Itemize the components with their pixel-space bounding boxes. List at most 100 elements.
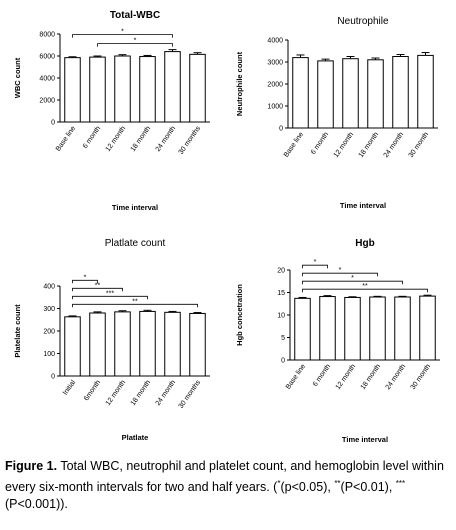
y-tick-label: 2000 xyxy=(39,98,55,105)
significance-bracket xyxy=(72,287,123,292)
y-tick-label: 8000 xyxy=(39,32,55,39)
caption-p2: (P<0.01), xyxy=(340,480,396,495)
bar xyxy=(369,296,386,361)
significance-bracket xyxy=(302,264,328,269)
x-category-label: Base line xyxy=(55,125,77,153)
significance-bracket xyxy=(72,279,98,284)
bar xyxy=(189,312,206,377)
bar xyxy=(292,57,309,129)
y-tick-label: 0 xyxy=(279,126,283,133)
x-category-label: Base line xyxy=(283,131,305,159)
bar xyxy=(419,295,436,361)
significance-bracket xyxy=(72,34,173,38)
x-axis-label: Platlate xyxy=(122,433,149,442)
significance-label: * xyxy=(84,274,87,281)
bar xyxy=(392,56,409,129)
y-tick-label: 15 xyxy=(277,290,285,297)
y-tick-label: 2000 xyxy=(267,82,283,89)
y-axis-label: Hgb concetration xyxy=(235,284,244,346)
chart-total-wbc: Total-WBC 0 2000 4000 6000 8000 WBC count Base … xyxy=(13,10,210,212)
x-category-label: 12 month xyxy=(335,363,358,391)
x-category-label: 12 month xyxy=(105,125,128,153)
chart-title: Hgb xyxy=(355,238,374,249)
y-tick-label: 20 xyxy=(277,268,285,275)
caption-label: Figure 1. xyxy=(5,459,58,473)
chart-title: Neutrophile xyxy=(337,16,389,27)
bar xyxy=(189,53,206,123)
chart-title: Platlate count xyxy=(105,238,166,249)
y-tick-label: 4000 xyxy=(39,76,55,83)
significance-label: * xyxy=(134,38,137,45)
significance-label: * xyxy=(339,267,342,274)
bar xyxy=(164,311,181,377)
y-axis-label: Platelate count xyxy=(13,304,22,358)
y-tick-label: 1000 xyxy=(267,104,283,111)
bar xyxy=(114,311,131,377)
significance-label: *** xyxy=(106,290,114,297)
x-axis-label: Time interval xyxy=(342,435,388,444)
bar xyxy=(164,51,181,123)
x-category-label: 30 months xyxy=(178,379,203,410)
bar xyxy=(89,312,106,377)
significance-label: ** xyxy=(95,282,101,289)
y-tick-label: 5 xyxy=(281,335,285,342)
bar xyxy=(344,296,361,361)
x-category-label: 18 month xyxy=(358,131,381,159)
figure-caption: Figure 1. Total WBC, neutrophil and plat… xyxy=(5,458,449,513)
y-tick-label: 200 xyxy=(43,329,55,336)
bar xyxy=(417,54,434,129)
chart-neutrophile: Neutrophile 0 1000 2000 3000 4000 Neutrophile … xyxy=(235,16,438,210)
y-tick-label: 4000 xyxy=(267,38,283,45)
y-tick-label: 10 xyxy=(277,313,285,320)
caption-sig-1: * xyxy=(277,479,281,488)
x-category-label: 6month xyxy=(83,379,102,402)
y-tick-label: 0 xyxy=(51,374,55,381)
y-tick-label: 6000 xyxy=(39,54,55,61)
bar xyxy=(64,57,81,123)
bar xyxy=(394,296,411,361)
x-category-label: 30 months xyxy=(178,125,203,156)
significance-label: ** xyxy=(132,298,138,305)
x-category-label: 6 month xyxy=(82,125,102,150)
x-category-label: 12 month xyxy=(105,379,128,407)
x-category-label: 24 month xyxy=(155,379,178,407)
significance-label: * xyxy=(121,29,124,36)
significance-label: ** xyxy=(362,283,368,290)
x-category-label: 24 month xyxy=(383,131,406,159)
x-category-label: 24 month xyxy=(385,363,408,391)
y-tick-label: 0 xyxy=(51,120,55,127)
chart-title: Total-WBC xyxy=(110,10,160,21)
caption-p3: (P<0.001)). xyxy=(5,497,68,512)
chart-hgb: Hgb 0 5 10 15 20 Hgb concetration Base line 6 mo… xyxy=(235,238,440,444)
caption-sig-2: ** xyxy=(334,479,341,488)
bar xyxy=(342,58,359,129)
significance-bracket xyxy=(72,295,148,300)
bar xyxy=(317,60,334,129)
significance-bracket xyxy=(302,272,378,277)
y-tick-label: 3000 xyxy=(267,60,283,67)
bar xyxy=(139,310,156,377)
x-axis-label: Time interval xyxy=(112,203,158,212)
significance-bracket xyxy=(72,303,198,308)
y-tick-label: 0 xyxy=(281,358,285,365)
bar xyxy=(89,56,106,123)
bar xyxy=(319,296,336,361)
x-category-label: 6 month xyxy=(310,131,330,156)
bar xyxy=(367,59,384,129)
x-category-label: 6 month xyxy=(312,363,332,388)
x-category-label: 30 month xyxy=(410,363,433,391)
bar xyxy=(114,55,131,123)
bar xyxy=(64,316,81,377)
x-category-label: 18 month xyxy=(360,363,383,391)
significance-bracket xyxy=(97,43,173,47)
bar xyxy=(139,56,156,123)
x-category-label: 24 month xyxy=(155,125,178,153)
significance-bracket xyxy=(302,280,403,285)
x-category-label: 12 month xyxy=(333,131,356,159)
y-tick-label: 100 xyxy=(43,351,55,358)
y-axis-label: WBC count xyxy=(13,57,22,98)
y-tick-label: 400 xyxy=(43,284,55,291)
caption-text: Total WBC, neutrophil and platelet count… xyxy=(5,459,444,495)
caption-sig-3: *** xyxy=(395,479,406,488)
x-category-label: 30 month xyxy=(408,131,431,159)
